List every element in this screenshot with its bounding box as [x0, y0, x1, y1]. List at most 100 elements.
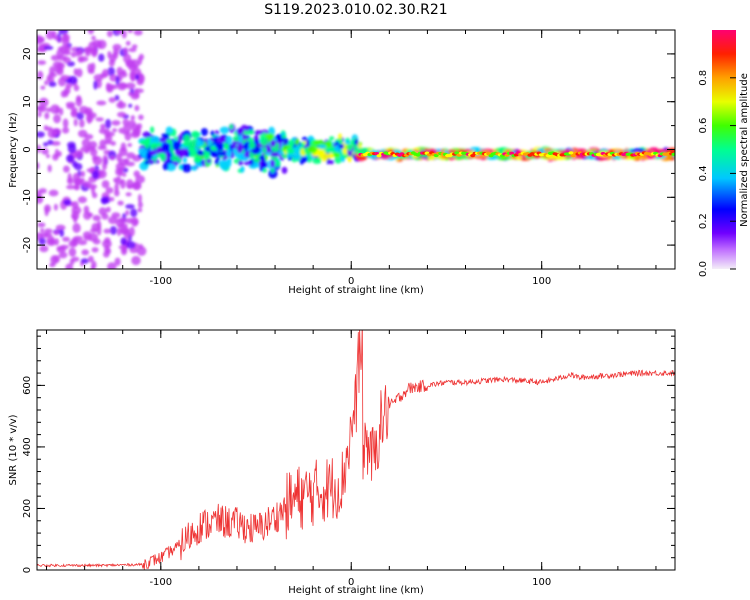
heatmap-cell: [166, 163, 176, 172]
heatmap-cell: [111, 120, 121, 126]
heatmap-cell: [149, 150, 157, 156]
heatmap-cell: [132, 67, 142, 76]
chart-title: S119.2023.010.02.30.R21: [264, 2, 447, 18]
heatmap-cell: [53, 65, 64, 73]
heatmap-cell: [150, 135, 160, 145]
heatmap-cell: [125, 82, 136, 90]
heatmap-cell: [305, 139, 311, 146]
heatmap-cell: [260, 154, 265, 160]
snr-frame: [36, 329, 676, 571]
heatmap-cell: [132, 91, 140, 98]
heatmap-cell: [118, 99, 123, 109]
heatmap-cell: [44, 232, 53, 237]
heatmap-cell: [77, 196, 87, 204]
heatmap-cell: [91, 35, 96, 41]
heatmap-cell: [38, 45, 46, 51]
heatmap-cell: [62, 236, 70, 242]
heatmap-cell: [37, 131, 45, 138]
heatmap-cell: [285, 147, 295, 154]
heatmap-cell: [90, 148, 98, 157]
heatmap-cell: [137, 193, 142, 204]
heatmap-cell: [122, 172, 127, 177]
y-tick-label: -20: [22, 237, 33, 253]
colorbar-tick-label: 0.6: [698, 118, 709, 134]
heatmap-cell: [128, 47, 137, 53]
x-tick-label: -100: [149, 276, 172, 287]
heatmap-cell: [128, 103, 133, 108]
heatmap-cell: [95, 117, 104, 122]
heatmap-cell: [39, 245, 49, 253]
heatmap-cell: [188, 148, 198, 158]
heatmap-cell: [136, 78, 144, 86]
heatmap-ridge-cell: [568, 151, 574, 155]
heatmap-cell: [47, 139, 54, 145]
heatmap-cell: [115, 168, 120, 176]
heatmap-cell: [46, 75, 51, 82]
heatmap-cell: [328, 159, 335, 165]
colorbar-ticks: 0.0 0.2 0.4 0.6 0.8: [698, 70, 736, 277]
heatmap-ridge-cell: [671, 152, 675, 156]
colorbar-tick-label: 0.2: [698, 213, 709, 229]
heatmap-cell: [125, 40, 131, 46]
heatmap-cell: [334, 155, 342, 164]
heatmap-cell: [315, 148, 325, 158]
heatmap-cell: [59, 107, 64, 116]
heatmap-cell: [46, 239, 57, 246]
snr-line: [37, 330, 675, 570]
heatmap-cell: [47, 164, 52, 173]
heatmap-ridge-cell: [509, 151, 515, 155]
heatmap-cell: [109, 226, 117, 235]
heatmap-cell: [103, 228, 111, 234]
heatmap-cell: [125, 204, 135, 209]
heatmap-cell: [61, 36, 70, 46]
heatmap-cell: [105, 82, 111, 92]
heatmap-cell: [64, 86, 71, 95]
heatmap-cell: [60, 74, 69, 81]
heatmap-cell: [70, 110, 78, 116]
heatmap-cell: [223, 143, 230, 151]
heatmap-cell: [116, 227, 122, 237]
heatmap-cell: [236, 128, 245, 134]
heatmap-cell: [84, 47, 94, 53]
heatmap-cell: [97, 145, 107, 150]
heatmap-cell: [79, 119, 85, 128]
heatmap-cell: [71, 210, 80, 221]
heatmap-cell: [236, 143, 244, 154]
heatmap-cell: [292, 146, 300, 155]
heatmap-cell: [91, 260, 97, 269]
heatmap-cell: [177, 148, 188, 155]
heatmap-cell: [253, 157, 261, 164]
heatmap-cell: [125, 192, 132, 197]
heatmap-cell: [210, 130, 215, 137]
snr-plot-area: [37, 330, 675, 570]
heatmap-cell: [122, 130, 131, 135]
heatmap-cell: [46, 107, 52, 113]
heatmap-cell: [37, 222, 46, 228]
heatmap-cell: [107, 30, 113, 38]
spectrogram-heatmap: [37, 30, 675, 269]
heatmap-cell: [63, 33, 68, 38]
heatmap-cell: [268, 168, 278, 179]
y-tick-label: 20: [22, 48, 33, 61]
heatmap-cell: [195, 156, 200, 164]
y-tick-label: 400: [22, 437, 33, 456]
heatmap-cell: [66, 154, 75, 163]
colorbar-tick-label: 0.8: [698, 70, 709, 86]
heatmap-cell: [276, 133, 281, 142]
heatmap-cell: [137, 201, 143, 209]
heatmap-cell: [108, 197, 115, 202]
heatmap-cell: [49, 262, 56, 268]
heatmap-cell: [182, 157, 187, 163]
heatmap-cell: [261, 160, 267, 169]
heatmap-cell: [260, 136, 269, 146]
heatmap-cell: [125, 209, 130, 216]
heatmap-cell: [63, 165, 70, 173]
heatmap-cell: [133, 218, 139, 226]
heatmap-cell: [98, 53, 105, 62]
heatmap-cell: [63, 56, 71, 64]
heatmap-cell: [67, 144, 77, 154]
heatmap-cell: [56, 246, 66, 251]
heatmap-cell: [109, 155, 116, 161]
heatmap-cell: [40, 85, 46, 90]
heatmap-cell: [118, 158, 129, 166]
